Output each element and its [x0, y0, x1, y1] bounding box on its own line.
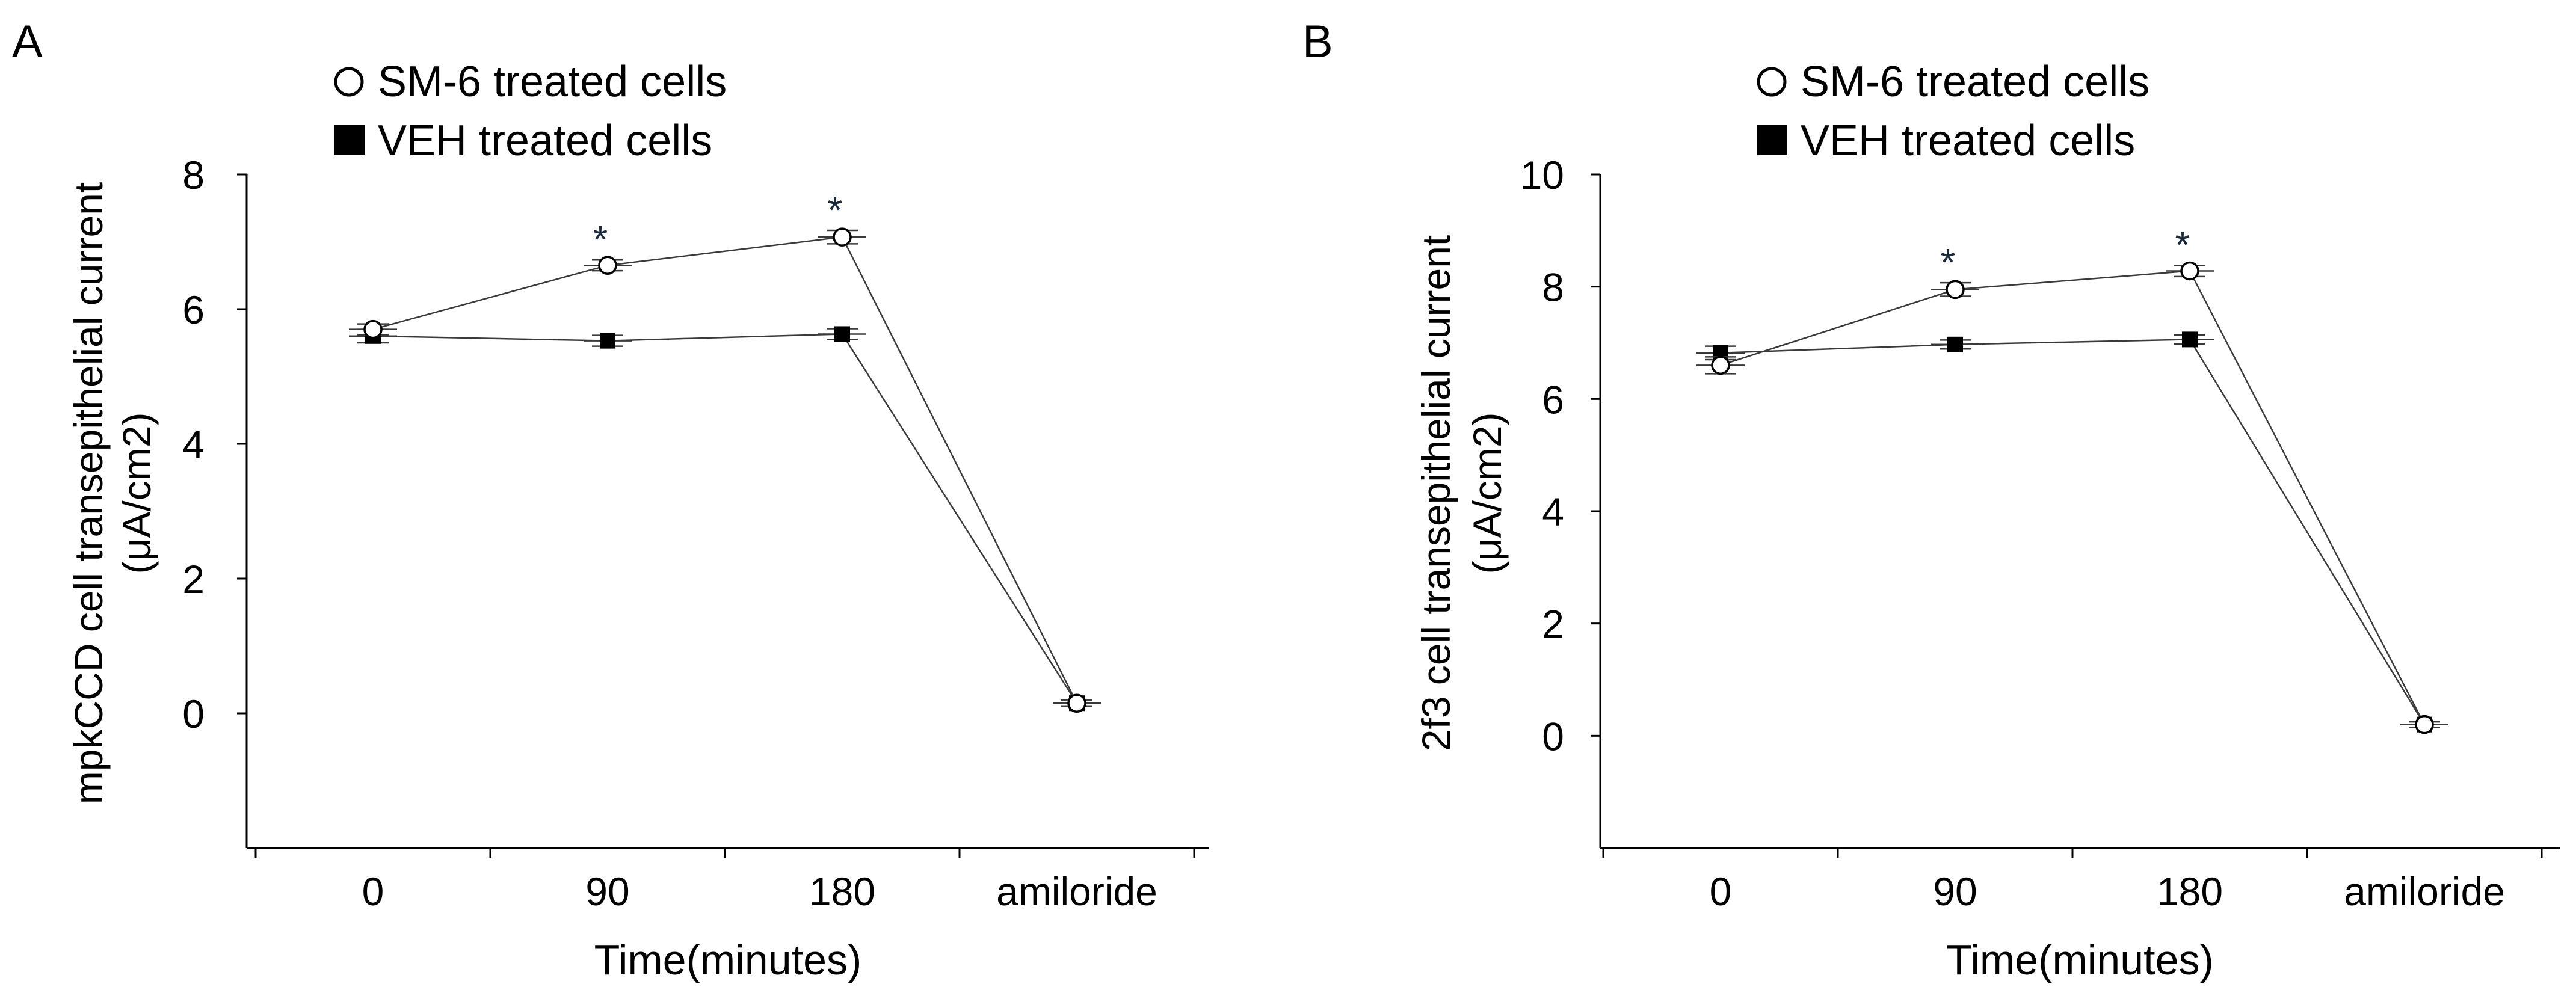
y-tick-label: 0	[182, 692, 205, 736]
data-point-filled-square	[600, 333, 615, 349]
significance-star: *	[828, 188, 843, 232]
y-tick-label: 10	[1520, 153, 1564, 197]
data-point-open-circle	[1067, 693, 1086, 713]
data-point-filled-square	[2182, 331, 2198, 348]
data-point-filled-square	[834, 326, 850, 342]
data-point-filled-square	[1947, 336, 1963, 352]
y-tick-label: 8	[1542, 265, 1564, 310]
legend-marker-open-circle	[334, 67, 364, 97]
significance-star: *	[593, 218, 608, 261]
data-point-open-circle	[363, 319, 383, 339]
legend-marker-open-circle	[1757, 67, 1787, 97]
x-tick-label: amiloride	[996, 869, 1157, 914]
y-tick-label: 2	[1542, 602, 1564, 647]
x-axis-title: Time(minutes)	[594, 936, 862, 983]
data-point-open-circle	[1946, 280, 1965, 300]
y-tick-label: 0	[1542, 714, 1564, 758]
series-line	[372, 333, 1078, 704]
x-axis-title: Time(minutes)	[1946, 936, 2214, 983]
y-tick-label: 2	[182, 557, 205, 601]
series-line	[1720, 270, 2426, 725]
data-point-open-circle	[598, 256, 617, 275]
y-tick-label: 4	[1542, 490, 1564, 534]
x-tick-label: 90	[585, 869, 629, 914]
series-line	[1720, 339, 2426, 725]
panel-label: A	[12, 16, 43, 67]
y-axis-title-line2: (μA/cm2)	[114, 412, 159, 574]
data-point-open-circle	[1711, 355, 1730, 375]
y-tick-label: 6	[182, 287, 205, 332]
y-axis-title-line1: 2f3 cell transepithelial current	[1414, 235, 1458, 751]
y-tick-label: 6	[1542, 377, 1564, 422]
panel-a: A 0 2 4 6 8 0 90 180 amiloride Time(minutes) mpkCCD…	[12, 16, 1209, 983]
panel-label: B	[1302, 16, 1333, 67]
x-tick-label: 180	[809, 869, 875, 914]
legend-label: VEH treated cells	[1801, 117, 2135, 165]
legend-label: VEH treated cells	[378, 117, 712, 165]
data-point-open-circle	[2415, 715, 2434, 734]
data-point-open-circle	[2180, 261, 2199, 281]
y-axis-title-line2: (μA/cm2)	[1465, 412, 1509, 574]
y-axis-title-line1: mpkCCD cell transepithelial current	[66, 182, 111, 804]
legend-label: SM-6 treated cells	[1801, 58, 2149, 106]
series-line	[372, 236, 1078, 704]
x-tick-label: 180	[2157, 869, 2223, 914]
x-tick-label: 0	[1710, 869, 1732, 914]
x-tick-label: 0	[362, 869, 384, 914]
panel-b: B 0 2 4 6 8 10 0 90 180 amiloride Time(minutes) 2f3 …	[1302, 16, 2560, 983]
legend-marker-filled-square	[1757, 125, 1787, 155]
x-tick-label: amiloride	[2344, 869, 2505, 914]
significance-star: *	[1941, 241, 1956, 284]
y-tick-label: 4	[182, 422, 205, 467]
x-tick-label: 90	[1933, 869, 1977, 914]
significance-star: *	[2175, 223, 2190, 266]
legend-label: SM-6 treated cells	[378, 58, 727, 106]
data-point-open-circle	[833, 227, 852, 247]
y-tick-label: 8	[182, 153, 205, 197]
legend-marker-filled-square	[334, 125, 365, 155]
